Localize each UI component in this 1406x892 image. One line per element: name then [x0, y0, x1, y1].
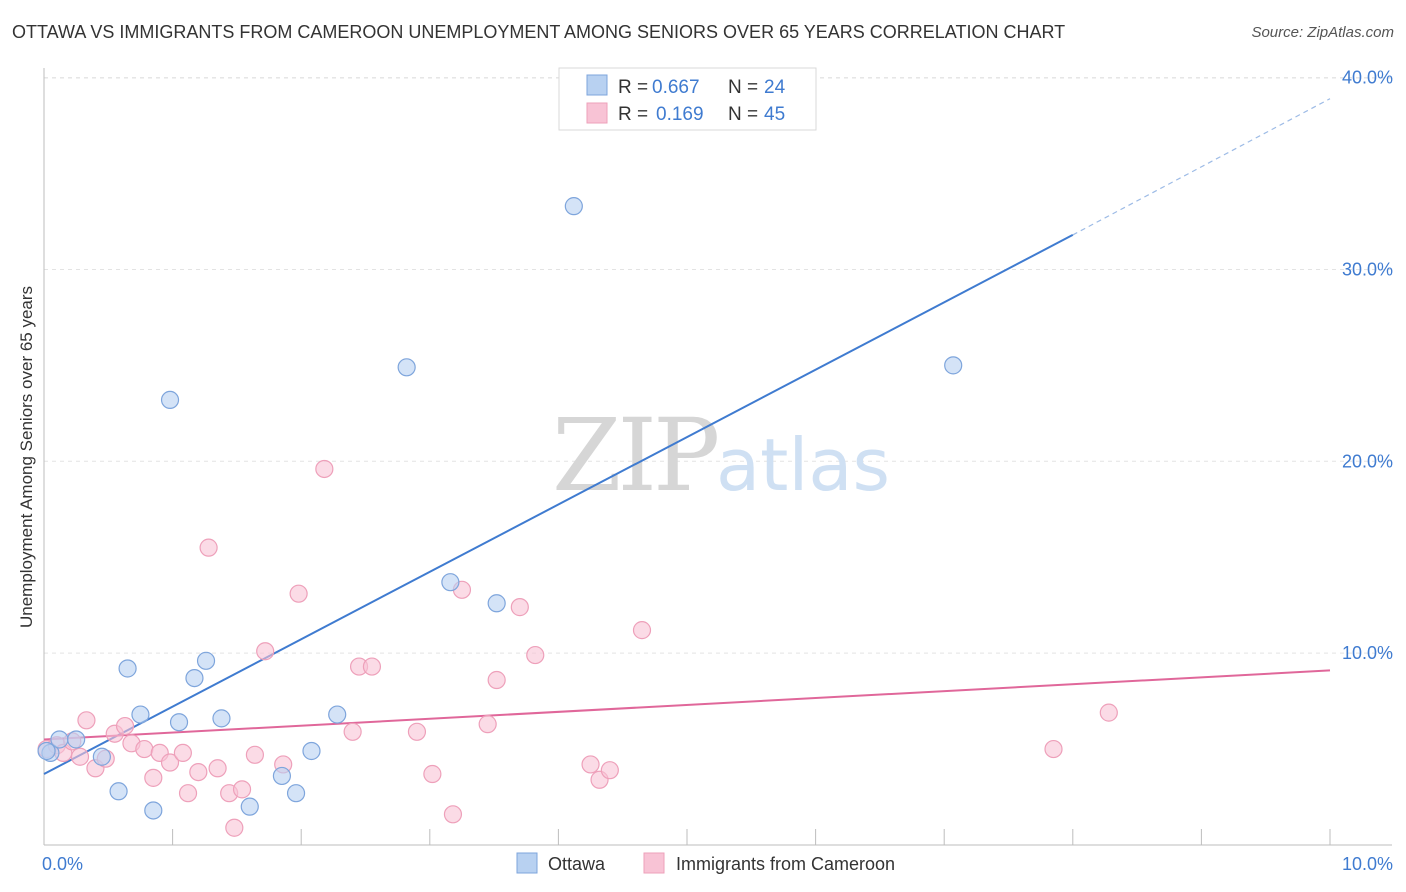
y-tick-label: 10.0%	[1342, 643, 1393, 663]
stats-n-value-ottawa: 24	[764, 77, 786, 98]
points-layer	[37, 197, 1118, 837]
point-cameroon	[225, 818, 244, 837]
point-ottawa	[196, 651, 216, 670]
point-cameroon	[160, 753, 180, 772]
point-cameroon	[1099, 703, 1118, 722]
watermark-atlas: atlas	[716, 423, 890, 507]
point-ottawa	[118, 659, 137, 678]
point-ottawa	[92, 747, 111, 766]
point-cameroon	[487, 670, 506, 690]
point-cameroon	[135, 739, 154, 759]
point-cameroon	[256, 642, 275, 661]
point-cameroon	[315, 459, 334, 479]
axes-layer	[43, 68, 1392, 846]
point-cameroon	[581, 755, 600, 774]
point-cameroon	[232, 780, 252, 799]
point-ottawa	[328, 705, 347, 724]
point-ottawa	[944, 356, 963, 375]
point-ottawa	[160, 390, 180, 410]
ticks-layer: 10.0% 20.0% 30.0% 40.0% 0.0% 10.0%	[42, 68, 1393, 874]
point-ottawa	[131, 705, 150, 724]
point-cameroon	[443, 805, 463, 824]
point-ottawa	[564, 197, 583, 216]
point-cameroon	[144, 768, 163, 787]
point-cameroon	[115, 716, 135, 736]
point-ottawa	[487, 594, 506, 613]
legend-label-ottawa[interactable]: Ottawa	[548, 854, 606, 874]
chart-source: Source: ZipAtlas.com	[1251, 24, 1394, 41]
trend-line-cameroon	[43, 669, 1331, 741]
stats-n-value-cameroon: 45	[764, 104, 785, 125]
point-ottawa	[272, 766, 292, 786]
point-cameroon	[478, 715, 497, 734]
point-ottawa	[109, 782, 128, 801]
y-axis-label: Unemployment Among Seniors over 65 years	[17, 286, 36, 628]
stats-r-value-cameroon: 0.169	[656, 104, 704, 125]
y-tick-label: 20.0%	[1342, 451, 1393, 471]
point-cameroon	[173, 743, 192, 763]
point-cameroon	[245, 745, 265, 764]
point-cameroon	[208, 759, 227, 778]
watermark: ZIP atlas	[552, 397, 890, 514]
point-ottawa	[169, 713, 189, 732]
watermark-zip: ZIP	[552, 397, 717, 514]
point-ottawa	[286, 784, 306, 803]
point-cameroon	[423, 764, 442, 784]
point-ottawa	[67, 730, 86, 749]
point-cameroon	[510, 598, 529, 617]
legend-swatch-ottawa[interactable]	[516, 852, 538, 874]
point-cameroon	[600, 761, 619, 780]
point-cameroon	[1044, 739, 1063, 759]
point-cameroon	[199, 538, 218, 557]
point-cameroon	[632, 621, 652, 640]
stats-r-label-ottawa: R =	[618, 77, 648, 98]
point-ottawa	[37, 741, 56, 761]
point-ottawa	[441, 573, 460, 592]
x-tick-label: 10.0%	[1342, 854, 1393, 874]
point-cameroon	[178, 784, 198, 803]
point-ottawa	[397, 358, 416, 377]
legend-label-cameroon[interactable]: Immigrants from Cameroon	[676, 854, 895, 874]
point-ottawa	[144, 801, 163, 820]
stats-legend: R = 0.667 N = 24 R = 0.169 N = 45	[558, 67, 817, 131]
y-tick-label: 40.0%	[1342, 68, 1393, 88]
point-cameroon	[77, 711, 96, 730]
bottom-legend: Ottawa Immigrants from Cameroon	[516, 852, 895, 874]
stats-r-value-ottawa: 0.667	[652, 77, 700, 98]
point-ottawa	[302, 741, 321, 761]
legend-swatch-cameroon[interactable]	[643, 852, 665, 874]
point-cameroon	[407, 722, 427, 741]
point-cameroon	[362, 657, 382, 676]
stats-r-label-cameroon: R =	[618, 104, 648, 125]
point-ottawa	[240, 797, 259, 816]
stats-swatch-cameroon	[586, 102, 608, 124]
chart-title: OTTAWA VS IMMIGRANTS FROM CAMEROON UNEMP…	[12, 22, 1066, 42]
grid-layer	[44, 77, 1392, 654]
point-cameroon	[189, 762, 208, 782]
stats-swatch-ottawa	[586, 74, 608, 96]
trend-line-ottawa-projection	[1072, 98, 1331, 236]
trend-layer	[43, 98, 1331, 775]
point-cameroon	[343, 722, 362, 741]
point-ottawa	[185, 668, 204, 688]
stats-n-label-ottawa: N =	[728, 77, 758, 98]
point-ottawa	[212, 709, 231, 728]
point-cameroon	[526, 645, 545, 665]
point-cameroon	[70, 747, 90, 766]
y-tick-label: 30.0%	[1342, 259, 1393, 279]
stats-n-label-cameroon: N =	[728, 104, 758, 125]
x-tick-label: 0.0%	[42, 854, 83, 874]
trend-line-ottawa	[43, 234, 1074, 775]
point-cameroon	[289, 584, 308, 603]
